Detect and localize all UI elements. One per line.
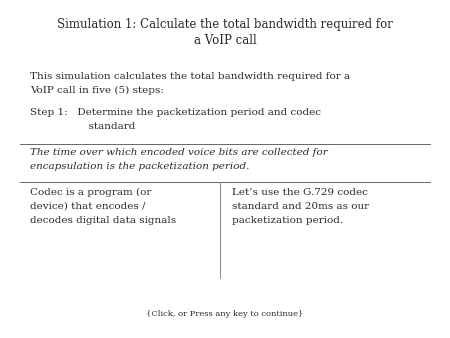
Text: Step 1:   Determine the packetization period and codec: Step 1: Determine the packetization peri… [30, 108, 321, 117]
Text: This simulation calculates the total bandwidth required for a: This simulation calculates the total ban… [30, 72, 350, 81]
Text: VoIP call in five (5) steps:: VoIP call in five (5) steps: [30, 86, 164, 95]
Text: Let’s use the G.729 codec: Let’s use the G.729 codec [232, 188, 368, 197]
Text: packetization period.: packetization period. [232, 216, 343, 225]
Text: Simulation 1: Calculate the total bandwidth required for: Simulation 1: Calculate the total bandwi… [57, 18, 393, 31]
Text: device) that encodes /: device) that encodes / [30, 202, 145, 211]
Text: Codec is a program (or: Codec is a program (or [30, 188, 151, 197]
Text: standard: standard [30, 122, 135, 131]
Text: {Click, or Press any key to continue}: {Click, or Press any key to continue} [146, 310, 304, 318]
Text: encapsulation is the packetization period.: encapsulation is the packetization perio… [30, 162, 249, 171]
Text: The time over which encoded voice bits are collected for: The time over which encoded voice bits a… [30, 148, 328, 157]
Text: a VoIP call: a VoIP call [194, 34, 256, 47]
Text: decodes digital data signals: decodes digital data signals [30, 216, 176, 225]
Text: standard and 20ms as our: standard and 20ms as our [232, 202, 369, 211]
